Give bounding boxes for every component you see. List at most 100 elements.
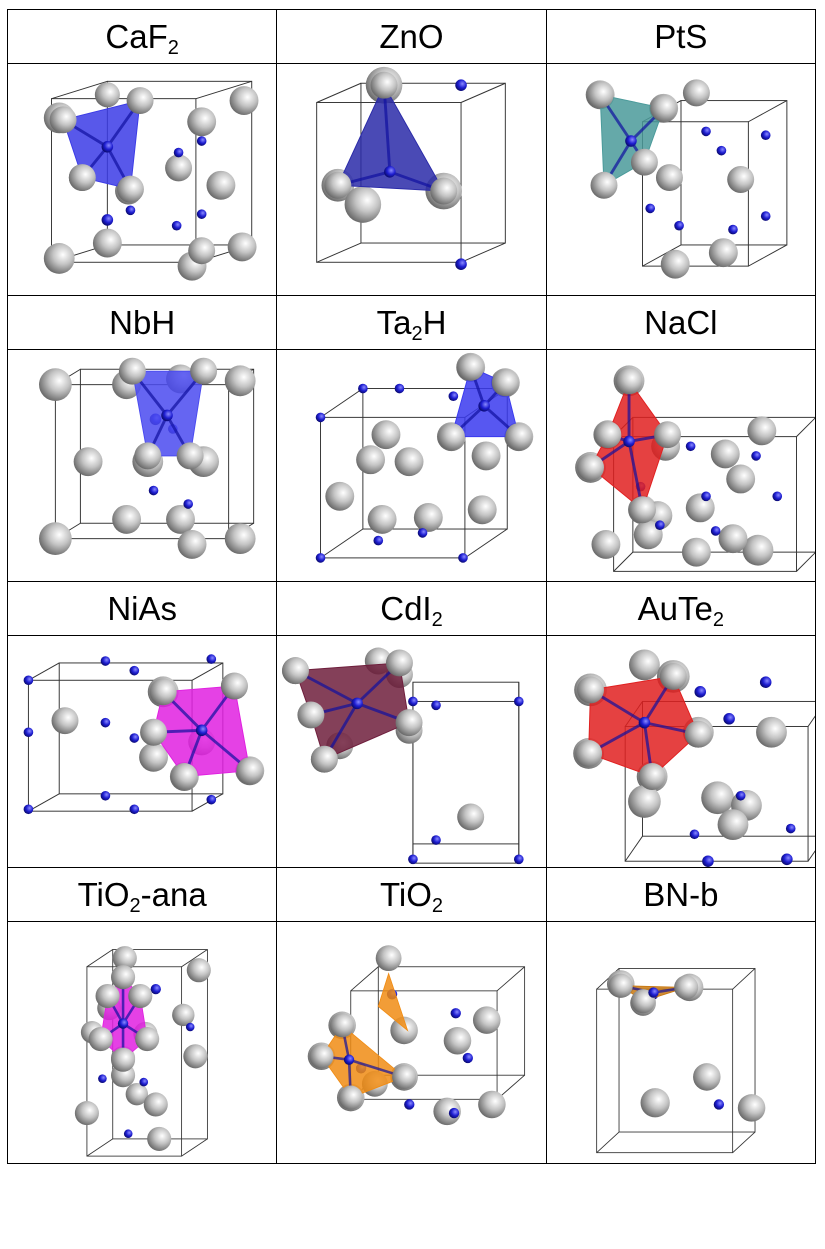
- anion-atom: [742, 534, 774, 566]
- cation-atom: [623, 435, 635, 448]
- label-caf2: CaF2: [6, 9, 278, 64]
- anion-atom: [93, 228, 122, 258]
- crystal-tio2-image: [308, 945, 526, 1126]
- cell-edge: [320, 388, 364, 418]
- anion-atom: [505, 423, 533, 451]
- cation-atom: [197, 209, 207, 219]
- anion-atom: [608, 973, 633, 998]
- anion-atom: [236, 757, 264, 785]
- cation-atom: [654, 520, 665, 530]
- cation-atom: [638, 716, 651, 729]
- crystal-cdi2-image: [282, 647, 525, 865]
- anion-atom: [653, 421, 681, 449]
- anion-atom: [206, 170, 236, 200]
- cation-atom: [713, 1099, 724, 1110]
- cation-atom: [735, 790, 746, 801]
- anion-atom: [134, 442, 162, 470]
- anion-atom: [172, 1003, 195, 1027]
- cell-edge: [747, 244, 787, 267]
- label-zno: ZnO: [276, 9, 547, 64]
- crystal-bn-b-image: [596, 968, 766, 1154]
- cation-atom: [125, 205, 136, 216]
- cation-atom: [449, 391, 459, 402]
- anion-atom: [638, 763, 666, 790]
- label-aute2: AuTe2: [545, 581, 817, 636]
- cation-atom: [100, 656, 111, 666]
- cation-atom: [196, 724, 208, 737]
- cation-atom: [206, 654, 217, 664]
- structure-cdi2: [276, 635, 547, 868]
- cell-edge: [320, 528, 364, 559]
- cell-edge: [732, 1131, 756, 1153]
- cell-edge: [461, 242, 507, 263]
- cell-edge: [181, 1138, 208, 1157]
- cation-atom: [316, 553, 326, 563]
- anion-atom: [139, 742, 169, 772]
- label-nbh: NbH: [6, 295, 278, 350]
- anion-atom: [576, 453, 604, 481]
- cation-atom: [206, 794, 217, 805]
- anion-atom: [727, 166, 754, 193]
- cation-atom: [148, 485, 159, 496]
- cell-edge: [807, 715, 815, 727]
- cell-edge: [191, 793, 224, 812]
- label-ta2h: Ta2H: [276, 295, 547, 350]
- cell-edge-front: [86, 966, 183, 1157]
- cation-atom: [408, 854, 419, 865]
- anion-atom: [368, 504, 398, 534]
- cell-edge-front: [641, 121, 749, 267]
- label-nacl: NaCl: [545, 295, 817, 350]
- structure-tio2: [276, 921, 547, 1164]
- anion-atom: [468, 495, 498, 525]
- anion-atom: [574, 739, 602, 767]
- anion-atom: [166, 504, 196, 534]
- anion-atom: [444, 1027, 472, 1055]
- anion-atom: [309, 1044, 335, 1069]
- label-tio2-ana: TiO2-ana: [6, 867, 278, 922]
- anion-atom: [324, 171, 352, 199]
- cell-edge: [181, 949, 208, 968]
- anion-atom: [227, 232, 257, 262]
- cation-atom: [183, 499, 194, 509]
- structure-nacl: [545, 349, 817, 582]
- cell-edge: [497, 966, 526, 992]
- anion-atom: [747, 416, 777, 446]
- cell-edge-front: [412, 700, 520, 864]
- anion-atom: [659, 662, 687, 690]
- anion-atom: [640, 1088, 670, 1118]
- anion-atom: [128, 983, 153, 1009]
- cation-atom: [418, 528, 428, 538]
- anion-atom: [681, 537, 711, 567]
- cation-atom: [197, 136, 207, 146]
- crystal-zno-image: [316, 66, 507, 270]
- label-nias: NiAs: [6, 581, 278, 636]
- cation-atom: [751, 451, 761, 461]
- cation-atom: [23, 675, 34, 686]
- anion-atom: [188, 237, 216, 265]
- cation-atom: [431, 700, 442, 711]
- anion-atom: [140, 718, 168, 746]
- cell-edge: [795, 417, 815, 437]
- anion-atom: [111, 965, 136, 990]
- cation-atom: [186, 1022, 195, 1032]
- structure-pts: [545, 63, 817, 296]
- anion-atom: [457, 353, 485, 381]
- cation-atom: [100, 717, 111, 728]
- cell-edge: [86, 1138, 114, 1157]
- anion-atom: [345, 186, 382, 223]
- cell-edge: [642, 244, 682, 267]
- cation-atom: [449, 1107, 460, 1119]
- anion-atom: [591, 529, 621, 559]
- label-cdi2: CdI2: [276, 581, 547, 636]
- anion-atom: [395, 447, 424, 477]
- cell-edge-back: [618, 968, 756, 1133]
- cation-atom: [451, 1008, 462, 1019]
- anion-atom: [224, 365, 256, 397]
- cation-atom: [648, 987, 659, 998]
- anion-atom: [75, 1101, 100, 1126]
- cell-edge-back: [378, 966, 526, 1076]
- anion-atom: [396, 709, 424, 737]
- anion-atom: [69, 164, 96, 192]
- anion-atom: [673, 975, 699, 1000]
- anion-atom: [718, 524, 748, 554]
